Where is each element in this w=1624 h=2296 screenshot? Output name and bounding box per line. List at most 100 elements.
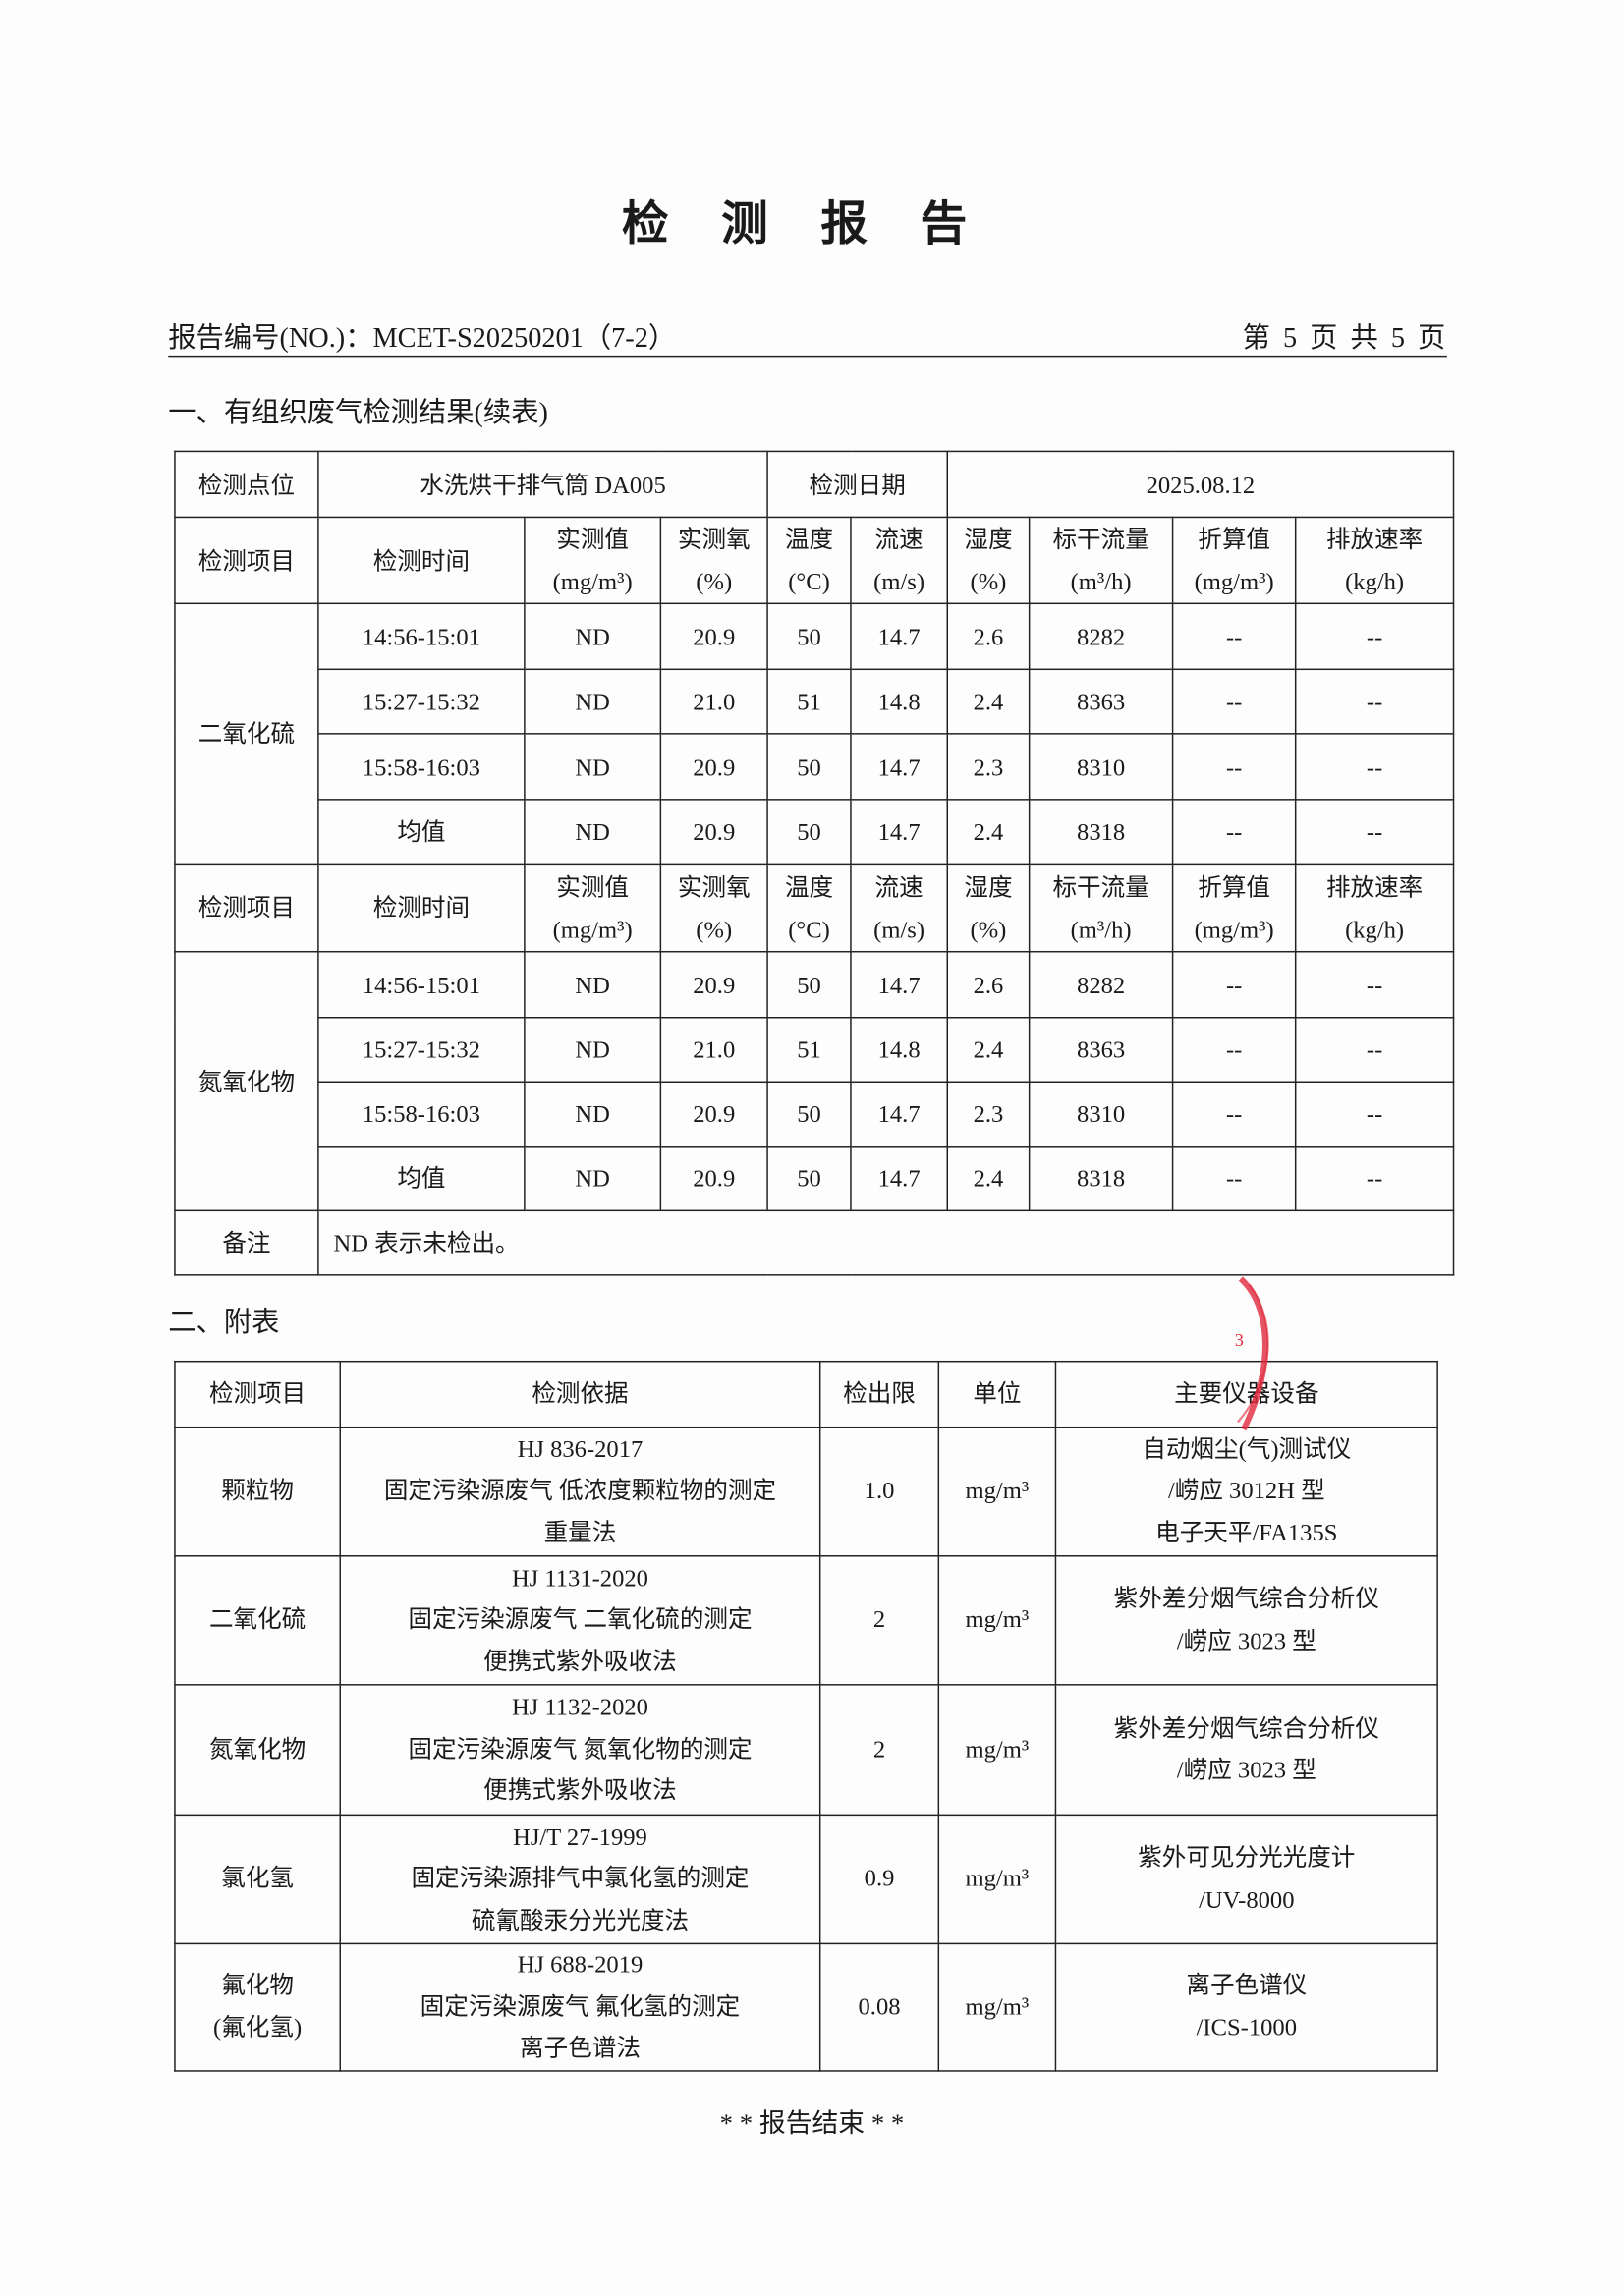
- column-header: 流速 (m/s): [850, 863, 949, 953]
- column-header: 检测项目: [174, 1360, 341, 1428]
- table-cell: 14.8: [850, 1016, 949, 1084]
- report-number: 报告编号(NO.)：MCET-S20250201（7-2）: [168, 323, 677, 355]
- header-divider: [168, 355, 1447, 358]
- table-cell: ND: [524, 950, 662, 1019]
- table-cell: 2.4: [946, 1146, 1031, 1212]
- table-cell: 50: [766, 799, 852, 866]
- table-cell: ND: [524, 1016, 662, 1084]
- table-row: 氮氧化物 HJ 1132-2020 固定污染源废气 氮氧化物的测定 便携式紫外吸收…: [174, 1684, 1438, 1817]
- table-cell: --: [1294, 1016, 1455, 1084]
- table-cell: --: [1171, 1081, 1297, 1148]
- table-cell: 14.8: [850, 668, 949, 735]
- table-cell: 0.9: [818, 1814, 940, 1945]
- table-cell: --: [1294, 1081, 1455, 1148]
- column-header: 标干流量 (m³/h): [1028, 863, 1174, 953]
- column-header: 检测项目: [174, 863, 319, 953]
- column-header: 流速 (m/s): [850, 516, 949, 605]
- table-cell: --: [1171, 799, 1297, 866]
- header-row: 检测项目 检测时间 实测值 (mg/m³) 实测氧 (%) 温度 (°C) 流速 (m/s…: [174, 516, 1455, 605]
- table-cell: 14:56-15:01: [317, 602, 526, 671]
- table-cell: HJ 836-2017 固定污染源废气 低浓度颗粒物的测定 重量法: [339, 1426, 821, 1557]
- table-cell: 14.7: [850, 950, 949, 1019]
- table-cell: 氯化氢: [174, 1814, 341, 1945]
- table-cell: 均值: [317, 799, 526, 866]
- table-cell: 0.08: [818, 1942, 940, 2071]
- table-cell: 20.9: [659, 1081, 768, 1148]
- table-cell: 2.6: [946, 602, 1031, 671]
- table-row: 均值 ND 20.9 50 14.7 2.4 8318 -- --: [175, 799, 1455, 866]
- table-cell: 紫外差分烟气综合分析仪 /崂应 3023 型: [1054, 1555, 1438, 1686]
- table-cell: 8282: [1028, 950, 1174, 1019]
- table-cell: 离子色谱仪 /ICS-1000: [1054, 1942, 1438, 2071]
- table-cell: --: [1294, 950, 1455, 1019]
- table-cell: 8318: [1028, 1146, 1174, 1212]
- table-cell: 50: [766, 1146, 852, 1212]
- column-header: 排放速率 (kg/h): [1294, 863, 1455, 953]
- table-row: 备注 ND 表示未检出。: [174, 1209, 1455, 1276]
- column-header: 检出限: [818, 1360, 940, 1428]
- column-header: 实测值 (mg/m³): [524, 863, 662, 953]
- column-header: 检测时间: [317, 516, 526, 605]
- table-cell: --: [1294, 733, 1455, 801]
- table-cell: 2.3: [946, 733, 1031, 801]
- table-cell: 14.7: [850, 1146, 949, 1212]
- header-row: 检测项目 检测依据 检出限 单位 主要仪器设备: [174, 1360, 1438, 1428]
- table-cell: 21.0: [659, 1016, 768, 1084]
- column-header: 单位: [937, 1360, 1057, 1428]
- table-cell: --: [1294, 602, 1455, 671]
- table-cell: ND: [524, 733, 662, 801]
- table-cell: ND: [524, 799, 662, 866]
- table-cell: --: [1171, 1016, 1297, 1084]
- table-cell: 14:56-15:01: [317, 950, 526, 1019]
- table-cell: 51: [766, 668, 852, 735]
- table-row: 二氧化硫 14:56-15:01 ND 20.9 50 14.7 2.6 8282 -- --: [174, 602, 1455, 866]
- table-cell: 1.0: [818, 1426, 940, 1557]
- table-cell: 14.7: [850, 602, 949, 671]
- table-cell: 50: [766, 602, 852, 671]
- table-cell: 紫外差分烟气综合分析仪 /崂应 3023 型: [1054, 1684, 1438, 1817]
- table-cell: 2.4: [946, 799, 1031, 866]
- table-cell: 20.9: [659, 799, 768, 866]
- table-cell: 氟化物 (氟化氢): [174, 1942, 341, 2071]
- table-cell: 自动烟尘(气)测试仪 /崂应 3012H 型 电子天平/FA135S: [1054, 1426, 1438, 1557]
- table-row: 氮氧化物 14:56-15:01 ND 20.9 50 14.7 2.6 8282 -- --: [174, 950, 1455, 1212]
- date-value: 2025.08.12: [946, 450, 1455, 519]
- table-cell: mg/m³: [937, 1555, 1057, 1686]
- table-cell: 二氧化硫: [174, 1555, 341, 1686]
- table-cell: ND: [524, 1081, 662, 1148]
- table-cell: ND: [524, 668, 662, 735]
- table-cell: 2.3: [946, 1081, 1031, 1148]
- table-cell: --: [1294, 799, 1455, 866]
- table-cell: mg/m³: [937, 1814, 1057, 1945]
- table-cell: 14.7: [850, 799, 949, 866]
- remark-value: ND 表示未检出。: [317, 1209, 1455, 1276]
- table-cell: 20.9: [659, 602, 768, 671]
- remark-label: 备注: [174, 1209, 319, 1276]
- table-cell: 氮氧化物: [174, 1684, 341, 1817]
- table-cell: HJ 688-2019 固定污染源废气 氟化氢的测定 离子色谱法: [339, 1942, 821, 2071]
- column-header: 实测氧 (%): [659, 516, 768, 605]
- table-cell: 颗粒物: [174, 1426, 341, 1557]
- header-row: 检测项目 检测时间 实测值 (mg/m³) 实测氧 (%) 温度 (°C) 流速 (m/s…: [174, 863, 1455, 953]
- table-cell: 15:58-16:03: [317, 1081, 526, 1148]
- table-cell: ND: [524, 1146, 662, 1212]
- table-cell: --: [1171, 602, 1297, 671]
- table-cell: 8310: [1028, 733, 1174, 801]
- table-cell: --: [1171, 668, 1297, 735]
- table-cell: 50: [766, 733, 852, 801]
- table-cell: 15:27-15:32: [317, 1016, 526, 1084]
- table-cell: 21.0: [659, 668, 768, 735]
- item-name: 二氧化硫: [174, 602, 319, 866]
- table-row: 二氧化硫 HJ 1131-2020 固定污染源废气 二氧化硫的测定 便携式紫外吸收…: [174, 1555, 1438, 1686]
- section2-heading: 二、附表: [168, 1308, 280, 1339]
- column-header: 折算值 (mg/m³): [1171, 516, 1297, 605]
- column-header: 检测项目: [174, 516, 319, 605]
- results-table: 检测点位 水洗烘干排气筒 DA005 检测日期 2025.08.12 检测项目检…: [174, 450, 1455, 1276]
- table-row: 检测点位 水洗烘干排气筒 DA005 检测日期 2025.08.12: [174, 450, 1455, 519]
- table-cell: 8310: [1028, 1081, 1174, 1148]
- section1-heading: 一、有组织废气检测结果(续表): [168, 398, 548, 429]
- table-cell: 2.4: [946, 1016, 1031, 1084]
- table-cell: 15:27-15:32: [317, 668, 526, 735]
- table-row: 氟化物 (氟化氢) HJ 688-2019 固定污染源废气 氟化氢的测定 离子色谱…: [174, 1942, 1438, 2071]
